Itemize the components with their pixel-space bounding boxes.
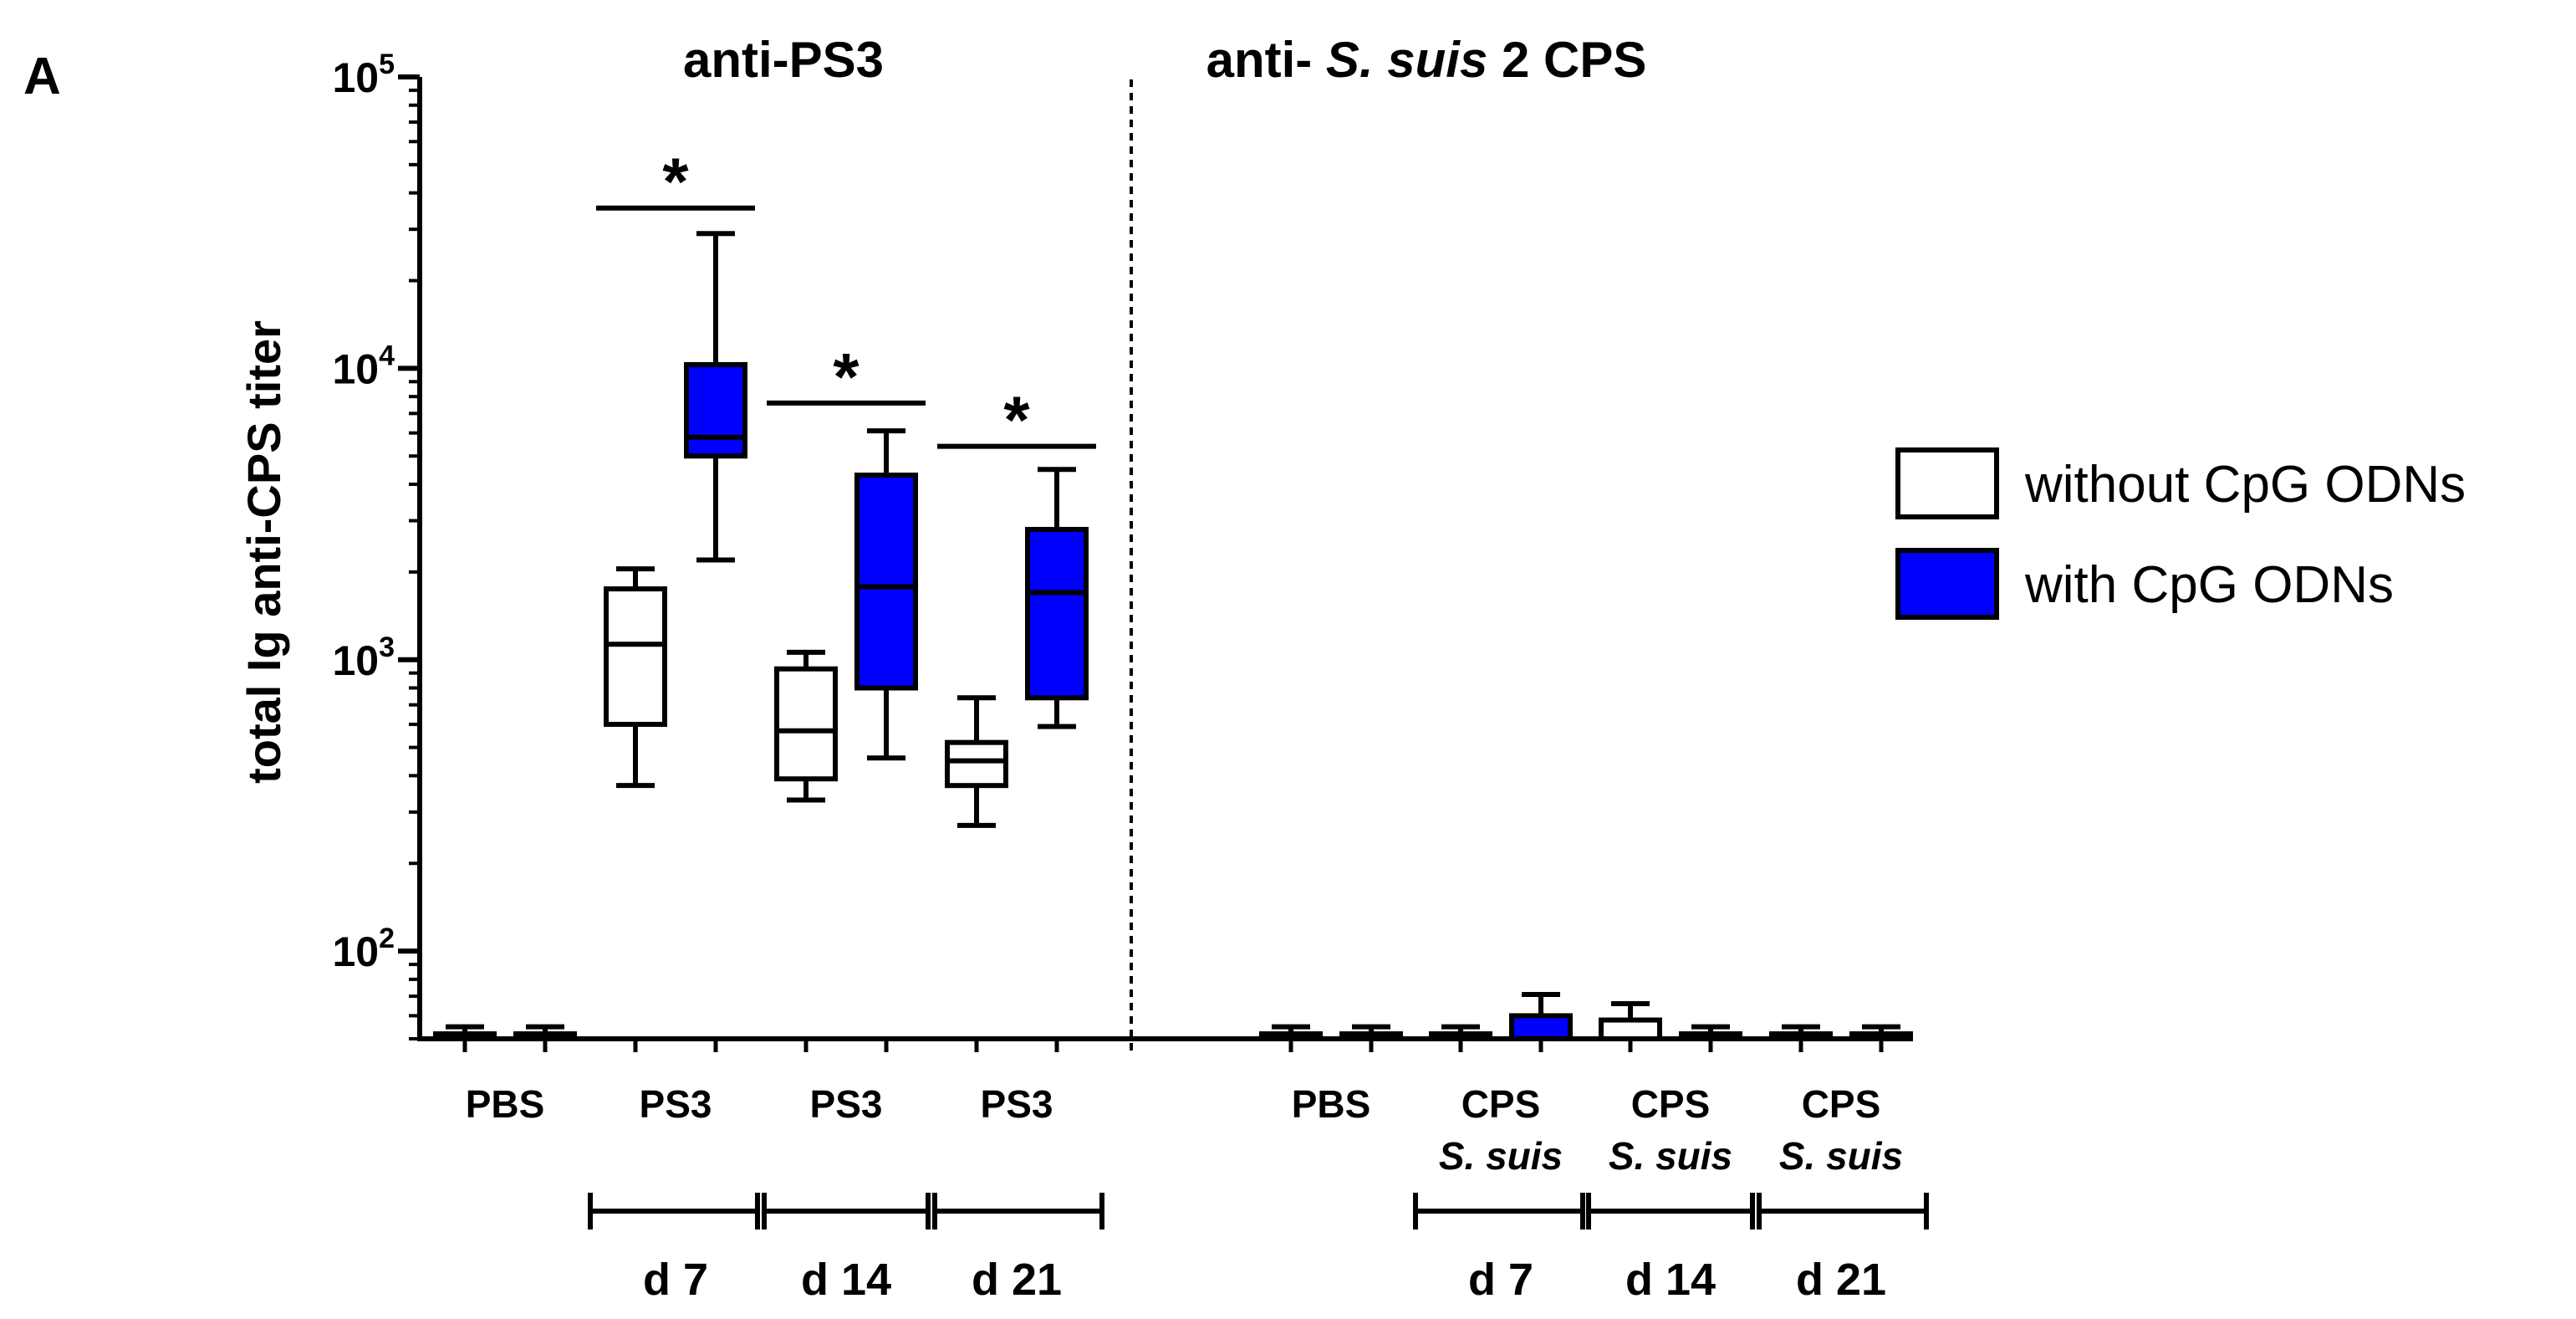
y-tick-exponent: 3 (379, 631, 395, 663)
iqr-box (684, 361, 747, 459)
box-with-cpg (1509, 991, 1573, 1042)
iqr-box (945, 739, 1008, 789)
section-titles: anti-PS3 anti- S. suis 2 CPS (683, 32, 1646, 88)
x-group-label: PS3 (640, 1082, 712, 1126)
iqr-box (1509, 1013, 1573, 1042)
timepoint-label: d 7 (643, 1255, 708, 1305)
y-tick-label: 104 (332, 340, 395, 392)
x-group-sublabel: S. suis (1779, 1134, 1903, 1178)
boxes-layer (433, 231, 1913, 1042)
x-group-label: CPS (1461, 1082, 1541, 1126)
box-with-cpg (684, 231, 747, 563)
significance-star: * (1003, 383, 1030, 458)
y-tick-exponent: 2 (379, 923, 395, 954)
legend-label: without CpG ODNs (2024, 456, 2466, 514)
box-without-cpg (604, 566, 667, 789)
timepoint-label: d 14 (801, 1255, 891, 1305)
box-without-cpg (945, 695, 1008, 828)
timeline-bracket (1413, 1193, 1929, 1230)
x-group-label: CPS (1631, 1082, 1711, 1126)
x-group-sublabel: S. suis (1609, 1134, 1732, 1178)
timepoint-label: d 7 (1468, 1255, 1533, 1305)
section-title-part: S. suis (1326, 32, 1487, 88)
timepoint-label: d 21 (1796, 1255, 1886, 1305)
timepoint-label: d 14 (1625, 1255, 1716, 1305)
significance-star: * (833, 340, 860, 414)
section-title: anti- S. suis 2 CPS (1206, 32, 1647, 88)
section-title-part: 2 CPS (1487, 32, 1646, 88)
y-tick-base: 10 (332, 345, 379, 392)
x-group-label: PBS (466, 1082, 545, 1126)
y-tick-base: 10 (332, 928, 379, 975)
y-tick-label: 103 (332, 631, 395, 684)
iqr-box (774, 666, 838, 782)
section-title: anti-PS3 (683, 32, 884, 88)
iqr-box (854, 473, 918, 691)
y-tick-label: 102 (332, 923, 395, 975)
y-tick-exponent: 4 (379, 340, 395, 371)
legend-swatch (1895, 548, 1999, 620)
timepoint-label: d 21 (972, 1255, 1062, 1305)
section-title-part: anti-PS3 (683, 32, 884, 88)
iqr-box (604, 586, 667, 728)
panel-label: A (23, 48, 61, 105)
x-group-label: CPS (1802, 1082, 1881, 1126)
x-group-sublabel: S. suis (1439, 1134, 1563, 1178)
legend: without CpG ODNs with CpG ODNs (1895, 447, 2466, 620)
y-tick-base: 10 (332, 54, 379, 101)
box-with-cpg (1849, 1024, 1913, 1042)
significance-star: * (662, 145, 689, 219)
box-with-cpg (1025, 467, 1089, 729)
legend-label: with CpG ODNs (2024, 556, 2394, 614)
x-group-label: PS3 (981, 1082, 1053, 1126)
box-without-cpg (774, 649, 838, 803)
box-without-cpg (1599, 1000, 1662, 1042)
box-with-cpg (854, 428, 918, 761)
x-group-label: PS3 (810, 1082, 883, 1126)
significance-layer: * * * (596, 145, 1096, 458)
y-tick-label: 105 (332, 49, 395, 101)
iqr-box (1599, 1017, 1662, 1042)
timeline-bracket (588, 1193, 1104, 1230)
section-title-part: anti- (1206, 32, 1326, 88)
y-axis-label: total Ig anti-CPS titer (237, 320, 290, 784)
legend-swatch (1895, 447, 1999, 519)
iqr-box (1025, 526, 1089, 701)
x-group-label: PBS (1292, 1082, 1371, 1126)
y-tick-exponent: 5 (379, 49, 395, 80)
y-tick-base: 10 (332, 637, 379, 684)
x-axis: PBS PS3 PS3 PS3 PBS CPS S. suis CPS S. suis CPS S.… (417, 1036, 1929, 1305)
